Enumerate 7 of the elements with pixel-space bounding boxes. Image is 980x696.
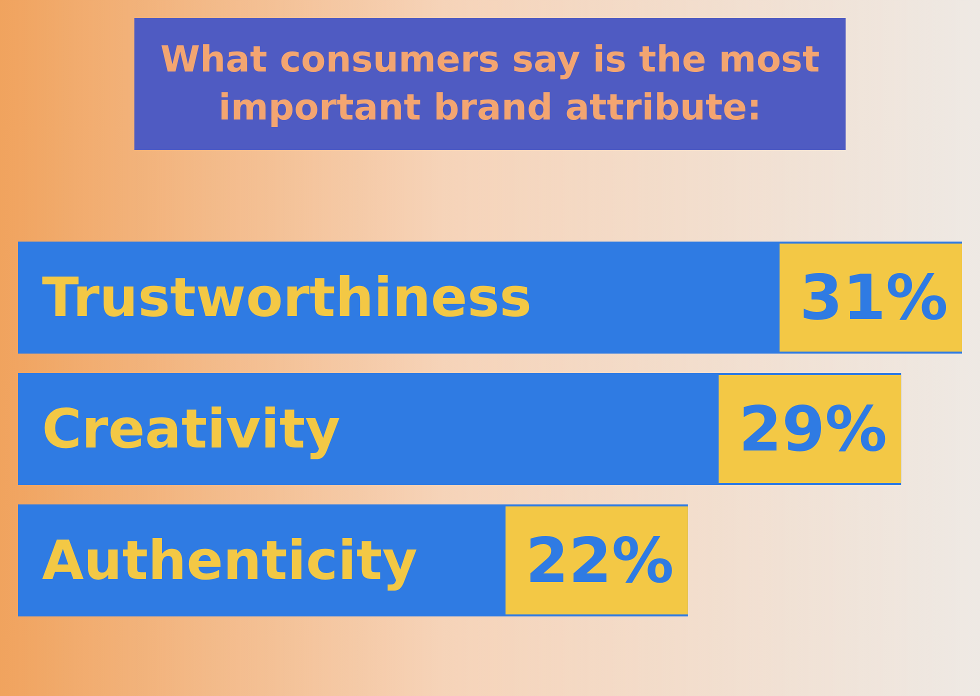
data-label: 29% <box>738 392 888 466</box>
y-tick-label: Trustworthiness <box>42 266 532 330</box>
y-tick-label: Authenticity <box>42 528 418 592</box>
chart-title: What consumers say is the most important brand attribute: <box>160 40 820 128</box>
data-label: 22% <box>526 524 674 597</box>
y-tick-label: Creativity <box>42 398 340 460</box>
data-label: 31% <box>800 261 948 334</box>
